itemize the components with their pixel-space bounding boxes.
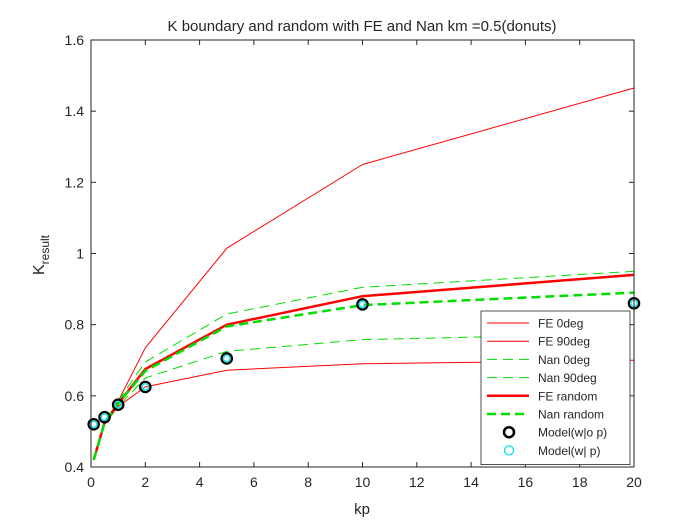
x-tick-label-0: 0	[87, 474, 95, 490]
x-tick-label-3: 6	[250, 474, 258, 490]
marker-model-wo-p-0	[87, 417, 101, 431]
marker-model-w-p-1	[100, 413, 109, 422]
y-tick-label-0: 0.4	[65, 459, 85, 475]
marker-model-wo-p-3	[139, 380, 152, 394]
marker-model-w-p-4	[222, 354, 231, 363]
legend-label-5: Nan random	[538, 408, 604, 422]
x-axis-label: kp	[354, 501, 370, 518]
series-line-5	[92, 291, 635, 461]
y-axis-label: Kresult	[31, 234, 52, 275]
legend-marker-label-1: Model(w| p)	[538, 444, 600, 458]
legend-label-4: FE random	[538, 389, 597, 403]
legend-label-1: FE 90deg	[538, 335, 590, 349]
x-tick-label-7: 14	[463, 474, 479, 490]
legend-marker-1	[503, 445, 515, 456]
y-tick-label-3: 1	[76, 246, 84, 262]
plot-area: 0 2 4 6 8 10 12 14 16 18 20 0.4 0.6 0.8 1 1.2 1.4 1.6	[65, 32, 642, 490]
legend: FE 0deg FE 90deg Nan 0deg Nan 90deg FE rando…	[480, 310, 631, 466]
y-tick-label-5: 1.4	[65, 103, 85, 119]
y-tick-label-1: 0.6	[65, 388, 85, 404]
y-axis-label-sub: result	[38, 234, 52, 264]
x-tick-label-4: 8	[304, 474, 312, 490]
marker-model-w-p-2	[114, 400, 123, 409]
x-tick-label-1: 2	[141, 474, 149, 490]
marker-model-w-p-5	[358, 300, 367, 309]
x-tick-label-8: 16	[518, 474, 534, 490]
chart-title: K boundary and random with FE and Nan km…	[168, 18, 557, 35]
legend-label-0: FE 0deg	[538, 317, 583, 331]
marker-model-wo-p-1	[98, 410, 111, 424]
marker-model-wo-p-2	[111, 398, 125, 412]
marker-model-wo-p-5	[356, 298, 369, 311]
legend-box	[480, 310, 631, 466]
legend-label-2: Nan 0deg	[538, 353, 590, 367]
legend-marker-0	[502, 425, 516, 439]
x-tick-label-6: 12	[409, 474, 425, 490]
x-tick-label-5: 10	[355, 474, 371, 490]
y-tick-label-6: 1.6	[65, 32, 85, 48]
x-tick-label-9: 18	[572, 474, 588, 490]
legend-label-3: Nan 90deg	[538, 371, 597, 385]
y-axis-label-main: K	[31, 264, 48, 275]
x-tick-label-10: 20	[626, 474, 642, 490]
x-tick-label-2: 4	[196, 474, 204, 490]
y-tick-label-2: 0.8	[65, 317, 85, 333]
y-tick-label-4: 1.2	[65, 174, 85, 190]
legend-marker-label-0: Model(w|o p)	[538, 426, 607, 440]
marker-model-w-p-3	[141, 383, 150, 391]
marker-model-wo-p-4	[220, 352, 234, 365]
